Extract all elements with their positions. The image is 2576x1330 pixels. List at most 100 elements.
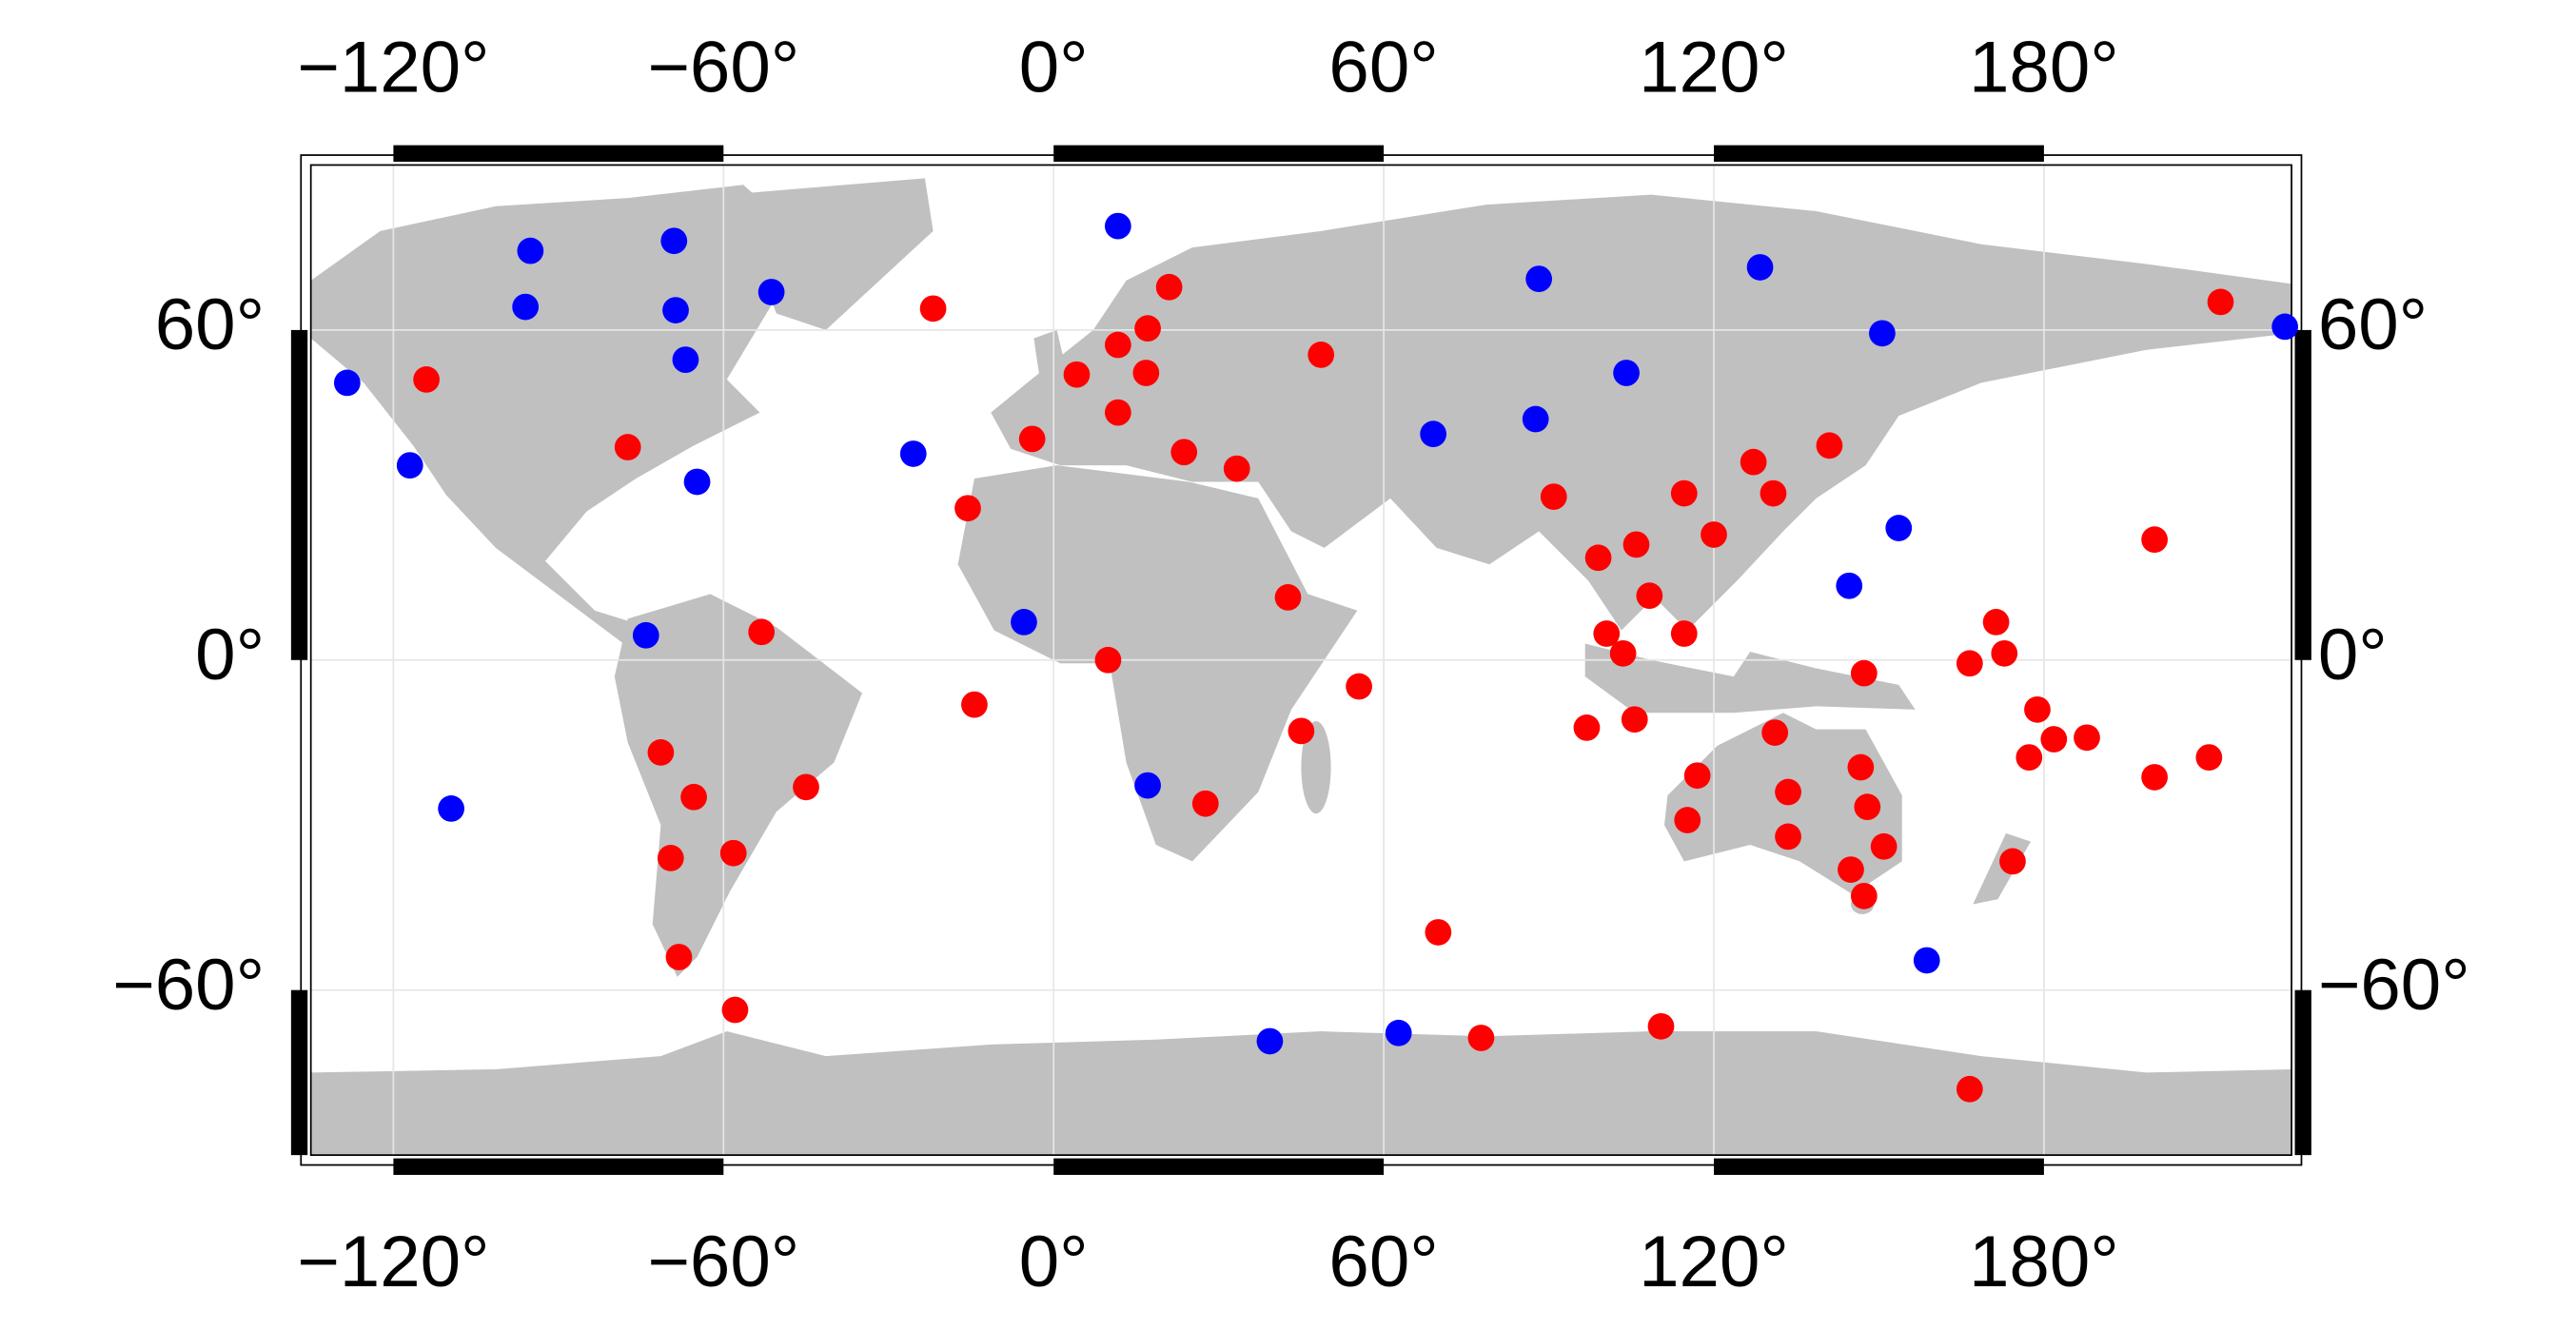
station-point xyxy=(1170,439,1198,466)
frame-bar xyxy=(2294,329,2311,660)
station-point xyxy=(1647,1012,1675,1040)
eurasia xyxy=(991,194,2292,631)
station-point xyxy=(438,795,464,822)
station-point xyxy=(954,495,981,522)
station-point xyxy=(1094,646,1122,674)
station-point xyxy=(683,468,711,496)
station-point xyxy=(899,440,927,467)
x-tick-label-bottom: 0° xyxy=(1019,1222,1089,1302)
station-point xyxy=(1850,659,1878,687)
station-point xyxy=(1308,342,1335,368)
station-point xyxy=(1134,315,1161,342)
frame-bar xyxy=(290,989,308,1156)
station-point xyxy=(1850,882,1878,909)
station-point xyxy=(1346,673,1372,700)
y-tick-label-right: 0° xyxy=(2318,615,2388,695)
x-tick-label-bottom: −120° xyxy=(297,1222,489,1302)
station-point xyxy=(614,434,641,460)
station-point xyxy=(1913,947,1940,974)
station-point xyxy=(1223,455,1250,482)
tick-labels: −120° −120° −60° −60° 0° 0° 60° 60° 120° 120° 180°… xyxy=(112,27,2470,1302)
station-point xyxy=(1956,1075,1983,1103)
y-tick-label-left: 60° xyxy=(155,284,265,365)
frame-bar xyxy=(2294,989,2311,1156)
station-point xyxy=(1288,717,1315,745)
station-point xyxy=(1522,405,1549,433)
station-point xyxy=(1760,479,1787,507)
station-point xyxy=(1256,1027,1284,1055)
station-point xyxy=(1761,719,1789,746)
station-point xyxy=(662,297,689,323)
frame-bar xyxy=(1713,1158,2044,1175)
station-point xyxy=(1593,620,1621,647)
station-point xyxy=(1134,772,1161,799)
station-point xyxy=(333,369,361,397)
station-point xyxy=(1740,448,1767,476)
station-point xyxy=(680,783,707,811)
x-tick-label-top: 120° xyxy=(1639,27,1789,108)
station-point xyxy=(1467,1025,1495,1051)
station-point xyxy=(657,845,684,871)
station-point xyxy=(1104,399,1131,426)
x-tick-label-top: −120° xyxy=(297,27,489,108)
station-point xyxy=(1104,212,1131,240)
frame-bar xyxy=(393,1158,724,1175)
station-point xyxy=(721,996,749,1024)
station-point xyxy=(1991,639,2018,667)
station-point xyxy=(2024,695,2051,723)
north-america xyxy=(310,185,777,647)
x-tick-label-top: 60° xyxy=(1328,27,1438,108)
frame-bar xyxy=(290,329,308,660)
station-point xyxy=(1670,620,1698,647)
station-point xyxy=(1609,639,1637,667)
station-point xyxy=(1775,778,1801,806)
station-point xyxy=(1385,1019,1412,1046)
station-point xyxy=(672,346,699,373)
graticule xyxy=(310,165,2292,1156)
station-point xyxy=(919,295,947,323)
station-point xyxy=(1104,331,1131,359)
station-point xyxy=(1420,421,1447,448)
station-point xyxy=(2141,764,2168,791)
station-point xyxy=(1870,832,1898,860)
x-tick-label-top: 0° xyxy=(1019,27,1089,108)
station-point xyxy=(1674,807,1701,833)
station-point xyxy=(2271,313,2299,341)
south-america xyxy=(614,594,863,977)
station-point xyxy=(1885,515,1913,541)
station-point xyxy=(1622,531,1650,558)
stations xyxy=(333,212,2299,1103)
frame-bars xyxy=(290,145,2311,1175)
station-point xyxy=(1746,254,1774,281)
station-point xyxy=(2016,744,2043,772)
station-point xyxy=(1191,790,1219,817)
station-point xyxy=(748,618,776,646)
station-point xyxy=(1132,360,1160,386)
frame-bar xyxy=(1053,145,1385,162)
station-point xyxy=(1063,361,1091,388)
station-point xyxy=(1584,544,1612,572)
x-tick-label-bottom: −60° xyxy=(647,1222,799,1302)
station-point xyxy=(1701,521,1727,548)
x-tick-label-top: −60° xyxy=(647,27,799,108)
inner-frame xyxy=(309,164,2292,1157)
x-tick-label-bottom: 180° xyxy=(1969,1222,2119,1302)
japan xyxy=(1766,412,1833,496)
y-tick-label-right: 60° xyxy=(2318,284,2428,365)
station-point xyxy=(1540,483,1567,510)
station-point xyxy=(1011,609,1037,636)
station-point xyxy=(1613,360,1640,386)
station-point xyxy=(2040,726,2068,753)
station-point xyxy=(1573,714,1601,741)
station-point xyxy=(1956,650,1983,677)
africa xyxy=(957,465,1358,862)
x-tick-label-bottom: 120° xyxy=(1639,1222,1789,1302)
station-point xyxy=(1155,273,1183,301)
station-point xyxy=(1683,762,1711,790)
station-point xyxy=(1869,320,1896,347)
x-tick-label-bottom: 60° xyxy=(1328,1222,1438,1302)
station-point xyxy=(1816,432,1843,460)
station-point xyxy=(1636,582,1663,610)
station-point xyxy=(1621,706,1648,733)
